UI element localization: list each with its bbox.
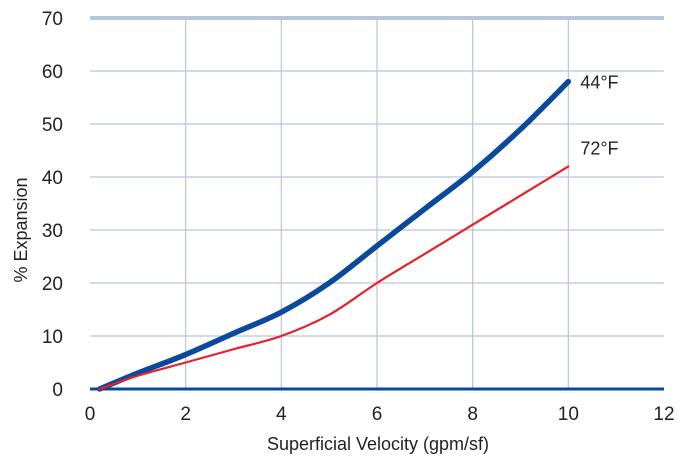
x-tick-label: 6 (372, 404, 383, 425)
y-tick-label: 60 (42, 62, 63, 83)
x-tick-label: 12 (653, 404, 674, 425)
x-tick-label: 4 (276, 404, 287, 425)
y-tick-label: 70 (42, 9, 63, 30)
x-axis-title: Superficial Velocity (gpm/sf) (267, 434, 489, 454)
y-tick-label: 40 (42, 168, 63, 189)
x-tick-label: 2 (180, 404, 191, 425)
x-tick-label: 10 (558, 404, 579, 425)
y-tick-label: 20 (42, 274, 63, 295)
x-tick-label: 8 (467, 404, 478, 425)
series-labels: 44°F 72°F (580, 73, 618, 159)
y-tick-label: 30 (42, 221, 63, 242)
series-label-2: 72°F (580, 138, 618, 158)
tick-labels: 0 10 20 30 40 50 60 70 0 2 4 6 8 10 12 (42, 9, 675, 425)
series-lines (96, 78, 572, 392)
x-tick-label: 0 (85, 404, 96, 425)
y-axis-title: % Expansion (11, 177, 31, 282)
series-line-2 (98, 165, 570, 391)
y-tick-label: 50 (42, 115, 63, 136)
y-tick-label: 0 (52, 380, 63, 401)
series-label-1: 44°F (580, 73, 618, 93)
series-line-1 (96, 78, 572, 392)
y-tick-label: 10 (42, 327, 63, 348)
grid (90, 16, 664, 389)
